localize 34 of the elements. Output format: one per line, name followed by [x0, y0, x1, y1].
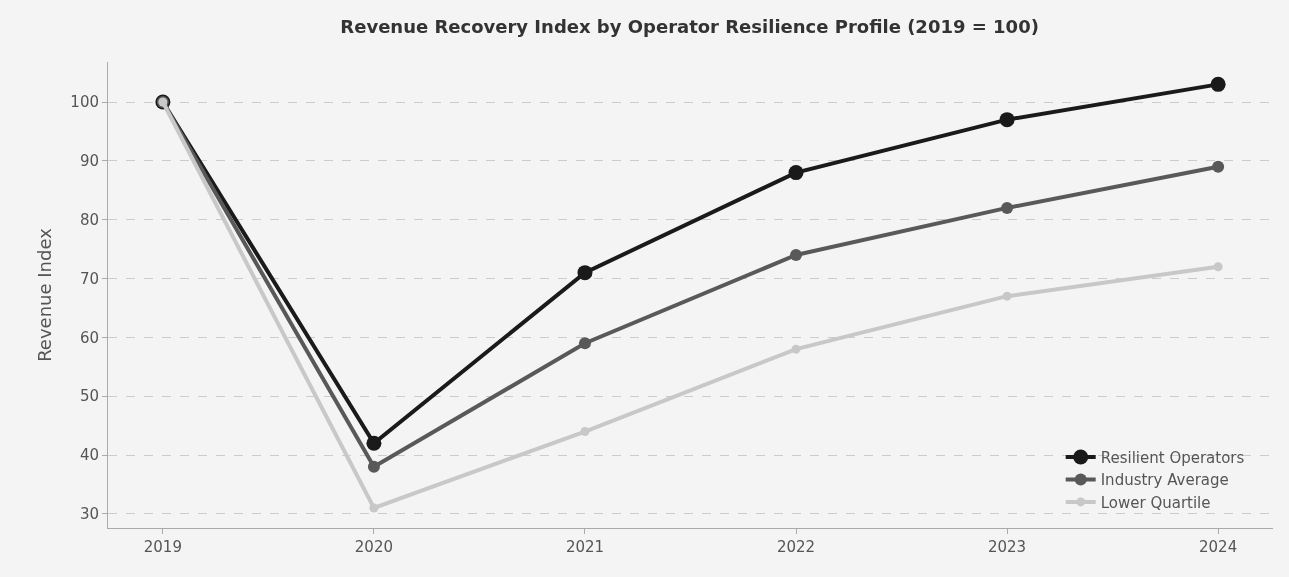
x-tick-label: 2020	[354, 538, 394, 556]
legend-label: Industry Average	[1100, 471, 1229, 490]
point	[1213, 262, 1223, 272]
point	[791, 344, 801, 354]
y-tick-label: 70	[79, 269, 99, 288]
point	[366, 435, 382, 451]
y-tick-label: 40	[79, 446, 99, 465]
x-tick-label: 2019	[143, 538, 182, 556]
legend-label: Resilient Operators	[1100, 448, 1245, 467]
point	[577, 265, 593, 281]
point	[578, 337, 591, 350]
point	[1001, 201, 1014, 214]
legend-label: Lower Quartile	[1100, 493, 1211, 512]
point	[999, 112, 1015, 128]
y-tick-label: 80	[79, 210, 99, 229]
point	[790, 248, 803, 261]
point	[1002, 291, 1012, 301]
y-axis-title: Revenue Index	[33, 227, 55, 362]
y-tick-label: 50	[79, 387, 99, 406]
point	[1210, 76, 1226, 92]
point	[1212, 160, 1225, 173]
x-tick-label: 2024	[1199, 538, 1238, 556]
x-tick-label: 2021	[565, 538, 605, 556]
y-tick-label: 30	[79, 505, 99, 524]
chart-title: Revenue Recovery Index by Operator Resilience Profile (2019 = 100)	[340, 15, 1039, 37]
y-tick-label: 90	[79, 152, 99, 171]
y-tick-label: 60	[79, 328, 99, 347]
y-tick-label: 100	[70, 93, 99, 112]
x-tick-label: 2023	[987, 538, 1027, 556]
point	[367, 460, 380, 473]
x-tick-label: 2022	[776, 538, 816, 556]
point	[580, 427, 590, 437]
point	[788, 165, 804, 181]
point	[369, 503, 379, 513]
